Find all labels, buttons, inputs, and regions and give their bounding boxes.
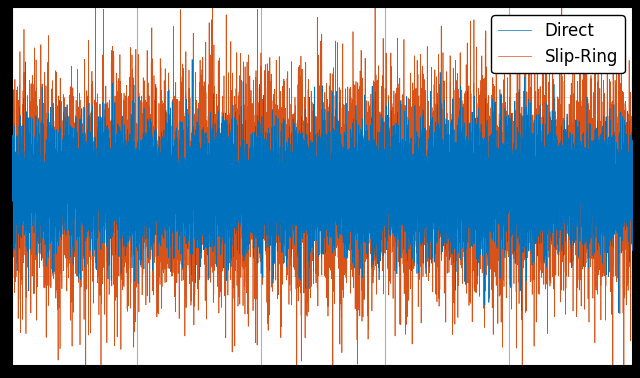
Direct — [9, 168, 17, 172]
Slip-Ring — [12, 178, 19, 182]
Direct — [615, 311, 623, 315]
Direct — [131, 186, 138, 190]
Direct — [629, 163, 637, 168]
Slip-Ring — [9, 220, 17, 225]
Slip-Ring — [35, 184, 42, 188]
Direct — [35, 173, 42, 178]
Direct — [12, 207, 19, 212]
Legend: Direct, Slip-Ring: Direct, Slip-Ring — [492, 15, 625, 73]
Direct — [596, 170, 604, 175]
Slip-Ring — [312, 114, 319, 119]
Direct — [188, 57, 196, 62]
Slip-Ring — [131, 183, 138, 187]
Line: Slip-Ring: Slip-Ring — [13, 0, 633, 378]
Slip-Ring — [629, 271, 637, 276]
Line: Direct: Direct — [13, 59, 633, 313]
Slip-Ring — [596, 239, 604, 244]
Slip-Ring — [46, 169, 54, 173]
Direct — [46, 198, 54, 203]
Direct — [312, 163, 320, 168]
